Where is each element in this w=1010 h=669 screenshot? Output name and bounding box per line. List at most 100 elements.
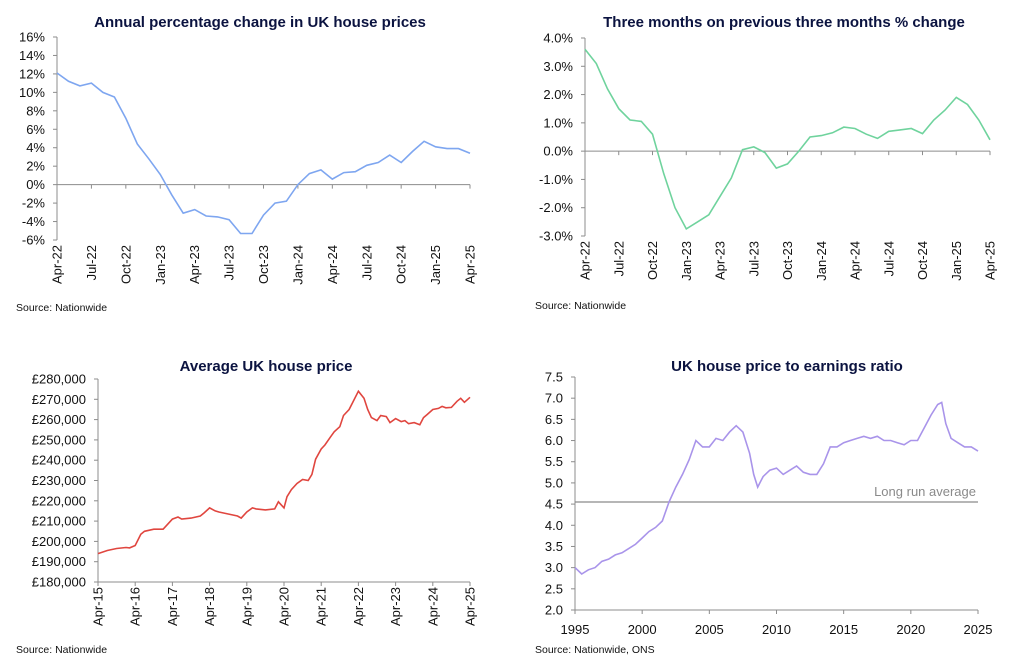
- x-tick-label: Apr-25: [463, 245, 478, 284]
- y-tick-label: 4%: [26, 140, 45, 155]
- y-tick-label: 6.0: [545, 433, 563, 448]
- three-month-series-line: [584, 48, 991, 231]
- y-tick-label: 5.5: [545, 454, 563, 469]
- x-tick-label: Apr-21: [314, 587, 329, 626]
- y-tick-label: 10%: [19, 85, 45, 100]
- average-price-chart-axes: [94, 378, 471, 586]
- y-tick-label: 6%: [26, 122, 45, 137]
- y-tick-label: 4.0%: [543, 31, 573, 46]
- y-tick-label: -2%: [22, 196, 46, 211]
- x-tick-label: Apr-17: [165, 587, 180, 626]
- x-tick-label: Apr-23: [388, 587, 403, 626]
- x-tick-label: Apr-22: [578, 241, 593, 280]
- three-month-chart-title: Three months on previous three months % …: [603, 14, 965, 31]
- annual-chart-x-tick-labels: Apr-22 Jul-22 Oct-22 Jan-23 Apr-23 Jul-23 Oct-…: [50, 245, 478, 285]
- x-tick-label: Oct-23: [256, 245, 271, 284]
- x-tick-label: Oct-23: [780, 241, 795, 280]
- x-tick-label: Apr-23: [713, 241, 728, 280]
- x-tick-label: Jan-23: [679, 241, 694, 281]
- y-tick-label: 0.0%: [543, 144, 573, 159]
- y-tick-label: 4.0: [545, 518, 563, 533]
- annual-change-series-line: [56, 72, 471, 235]
- x-tick-label: 2015: [829, 622, 858, 637]
- y-tick-label: 7.0: [545, 391, 563, 406]
- x-tick-label: Apr-24: [325, 245, 340, 284]
- y-tick-label: 3.5: [545, 539, 563, 554]
- x-tick-label: Oct-24: [915, 241, 930, 280]
- y-tick-label: 12%: [19, 66, 45, 81]
- x-tick-label: Jan-24: [290, 245, 305, 285]
- y-tick-label: 6.5: [545, 412, 563, 427]
- y-tick-label: 4.5: [545, 497, 563, 512]
- x-tick-label: Jul-23: [222, 245, 237, 280]
- x-tick-label: Jan-23: [153, 245, 168, 285]
- earnings-ratio-series-line: [574, 401, 979, 576]
- y-tick-label: £270,000: [32, 392, 86, 407]
- x-tick-label: 1995: [561, 622, 590, 637]
- x-tick-label: Jul-24: [881, 241, 896, 276]
- annual-chart-source: Source: Nationwide: [16, 302, 107, 314]
- x-tick-label: Apr-20: [277, 587, 292, 626]
- three-month-chart-axes: [581, 37, 991, 237]
- annual-chart-title: Annual percentage change in UK house pri…: [94, 14, 426, 31]
- average-price-chart: Average UK house price £280,000£270,000£…: [16, 358, 478, 656]
- x-tick-label: Jul-24: [359, 245, 374, 280]
- x-tick-label: Apr-22: [50, 245, 65, 284]
- x-tick-label: Apr-24: [425, 587, 440, 626]
- x-tick-label: 2010: [762, 622, 791, 637]
- y-tick-label: 2%: [26, 159, 45, 174]
- y-tick-label: £200,000: [32, 534, 86, 549]
- y-tick-label: -2.0%: [539, 200, 573, 215]
- y-tick-label: £210,000: [32, 514, 86, 529]
- annual-chart-axes: [53, 36, 471, 241]
- y-tick-label: £230,000: [32, 473, 86, 488]
- y-tick-label: 2.0: [545, 603, 563, 618]
- y-tick-label: £190,000: [32, 554, 86, 569]
- y-tick-label: 2.5: [545, 581, 563, 596]
- x-tick-label: 2005: [695, 622, 724, 637]
- x-tick-label: Oct-22: [118, 245, 133, 284]
- y-tick-label: £250,000: [32, 432, 86, 447]
- y-tick-label: £180,000: [32, 575, 86, 590]
- x-tick-label: 2000: [628, 622, 657, 637]
- three-month-chart-y-tick-labels: 4.0% 3.0% 2.0% 1.0% 0.0% -1.0% -2.0% -3.0%: [539, 31, 573, 244]
- three-month-chart-x-tick-labels: Apr-22 Jul-22 Oct-22 Jan-23 Apr-23 Jul-23 Oct-…: [578, 241, 998, 281]
- x-tick-label: 2020: [896, 622, 925, 637]
- x-tick-label: Oct-24: [394, 245, 409, 284]
- y-tick-label: -6%: [22, 233, 46, 248]
- y-tick-label: 1.0%: [543, 115, 573, 130]
- y-tick-label: £280,000: [32, 372, 86, 387]
- average-price-chart-x-tick-labels: Apr-15 Apr-16 Apr-17 Apr-18 Apr-19 Apr-20 Apr-…: [91, 587, 478, 626]
- earnings-ratio-chart: UK house price to earnings ratio 7.5 7.0 6…: [535, 358, 992, 656]
- y-tick-label: 5.0: [545, 475, 563, 490]
- earnings-ratio-chart-title: UK house price to earnings ratio: [671, 358, 903, 375]
- earnings-ratio-chart-y-tick-labels: 7.5 7.0 6.5 6.0 5.5 5.0 4.5 4.0 3.5 3.0 2.5 2.0: [545, 370, 563, 618]
- x-tick-label: Apr-16: [128, 587, 143, 626]
- y-tick-label: £240,000: [32, 453, 86, 468]
- x-tick-label: Apr-19: [239, 587, 254, 626]
- x-tick-label: 2025: [964, 622, 993, 637]
- three-month-chart: Three months on previous three months % …: [535, 14, 998, 312]
- y-tick-label: 14%: [19, 48, 45, 63]
- x-tick-label: Apr-18: [202, 587, 217, 626]
- y-tick-label: 2.0%: [543, 87, 573, 102]
- x-tick-label: Apr-15: [91, 587, 106, 626]
- x-tick-label: Apr-25: [463, 587, 478, 626]
- x-tick-label: Apr-25: [983, 241, 998, 280]
- x-tick-label: Oct-22: [645, 241, 660, 280]
- long-run-average-label: Long run average: [874, 484, 976, 499]
- y-tick-label: -4%: [22, 214, 46, 229]
- x-tick-label: Apr-23: [187, 245, 202, 284]
- x-tick-label: Jan-24: [814, 241, 829, 281]
- average-price-chart-y-tick-labels: £280,000 £270,000 £260,000 £250,000 £240,000…: [32, 372, 86, 590]
- average-price-series-line: [97, 389, 471, 555]
- x-tick-label: Apr-24: [848, 241, 863, 280]
- y-tick-label: 7.5: [545, 370, 563, 385]
- three-month-chart-source: Source: Nationwide: [535, 300, 626, 312]
- average-price-chart-source: Source: Nationwide: [16, 644, 107, 656]
- annual-chart-y-tick-labels: 16% 14% 12% 10% 8% 6% 4% 2% 0% -2% -4% -6%: [19, 30, 45, 248]
- earnings-ratio-chart-source: Source: Nationwide, ONS: [535, 644, 655, 656]
- y-tick-label: £220,000: [32, 493, 86, 508]
- annual-chart: Annual percentage change in UK house pri…: [16, 14, 478, 314]
- y-tick-label: £260,000: [32, 412, 86, 427]
